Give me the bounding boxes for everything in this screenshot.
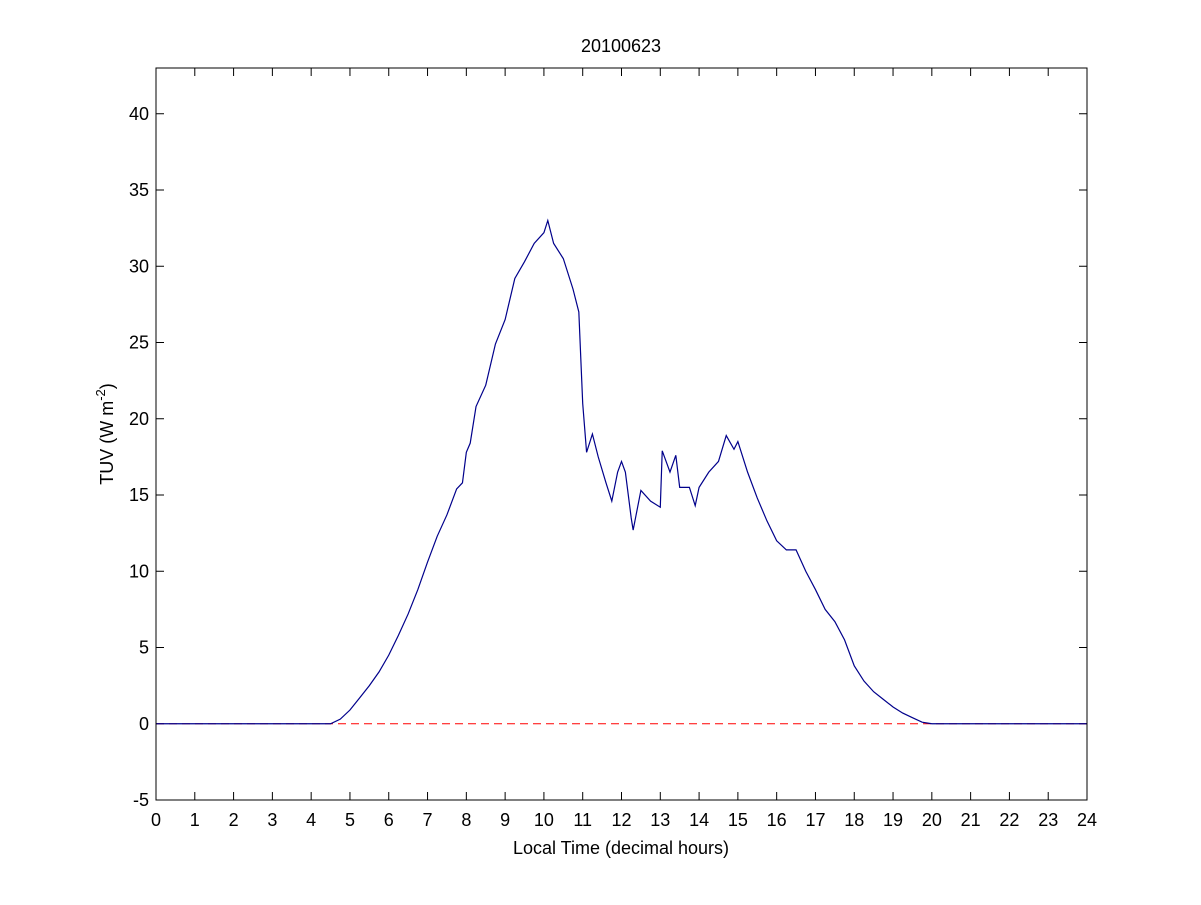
x-tick-label: 15 xyxy=(728,810,748,830)
x-tick-label: 9 xyxy=(500,810,510,830)
x-tick-label: 22 xyxy=(999,810,1019,830)
x-tick-label: 0 xyxy=(151,810,161,830)
x-tick-label: 7 xyxy=(423,810,433,830)
y-tick-label: 35 xyxy=(129,180,149,200)
x-tick-label: 13 xyxy=(650,810,670,830)
x-tick-label: 12 xyxy=(611,810,631,830)
y-label-text: TUV (W m xyxy=(97,401,117,485)
x-tick-label: 23 xyxy=(1038,810,1058,830)
x-tick-label: 14 xyxy=(689,810,709,830)
y-tick-label: 40 xyxy=(129,104,149,124)
data-line xyxy=(156,218,1087,725)
y-tick-label: 15 xyxy=(129,485,149,505)
x-tick-label: 18 xyxy=(844,810,864,830)
x-tick-label: 19 xyxy=(883,810,903,830)
x-tick-label: 10 xyxy=(534,810,554,830)
x-tick-label: 4 xyxy=(306,810,316,830)
y-tick-label: 10 xyxy=(129,561,149,581)
y-tick-label: 0 xyxy=(139,714,149,734)
y-tick-label: 5 xyxy=(139,638,149,658)
x-tick-label: 5 xyxy=(345,810,355,830)
y-label-superscript: -2 xyxy=(93,389,108,401)
x-tick-label: 6 xyxy=(384,810,394,830)
x-axis-label: Local Time (decimal hours) xyxy=(513,838,729,858)
x-tick-label: 3 xyxy=(267,810,277,830)
y-tick-label: 30 xyxy=(129,256,149,276)
x-tick-label: 16 xyxy=(767,810,787,830)
x-tick-label: 1 xyxy=(190,810,200,830)
y-label-suffix: ) xyxy=(97,383,117,389)
y-tick-label: 25 xyxy=(129,333,149,353)
x-tick-label: 21 xyxy=(961,810,981,830)
x-tick-label: 20 xyxy=(922,810,942,830)
chart-title: 20100623 xyxy=(581,36,661,56)
x-tick-label: 17 xyxy=(805,810,825,830)
plot-frame xyxy=(155,67,1088,801)
x-tick-label: 24 xyxy=(1077,810,1097,830)
y-tick-label: -5 xyxy=(133,790,149,810)
x-tick-label: 8 xyxy=(461,810,471,830)
y-tick-label: 20 xyxy=(129,409,149,429)
x-tick-label: 11 xyxy=(573,810,592,830)
x-tick-label: 2 xyxy=(229,810,239,830)
y-axis-label: TUV (W m-2) xyxy=(93,383,117,485)
